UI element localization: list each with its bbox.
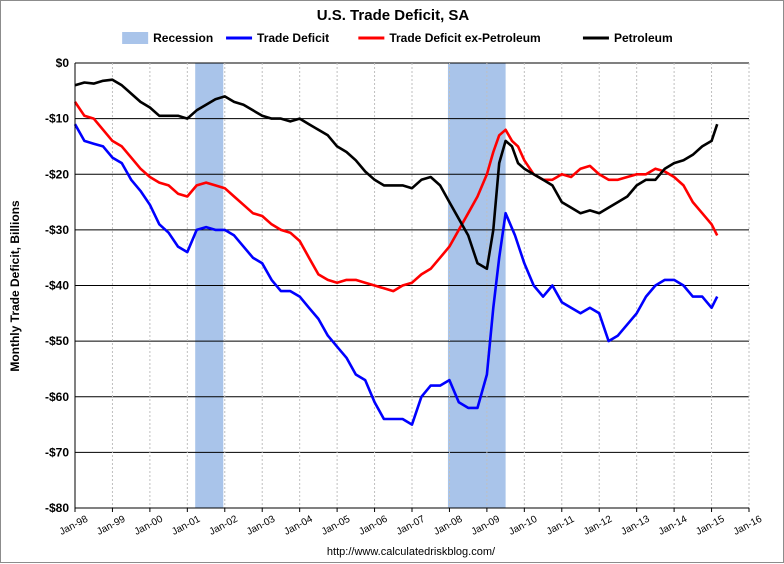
- chart-title: U.S. Trade Deficit, SA: [317, 7, 470, 24]
- x-tick-label: Jan-08: [432, 514, 465, 538]
- y-tick-label: -$70: [45, 445, 69, 459]
- x-tick-label: Jan-03: [245, 514, 278, 538]
- y-tick-label: -$30: [45, 223, 69, 237]
- x-tick-label: Jan-07: [395, 514, 428, 538]
- chart-legend: Recession Trade Deficit Trade Deficit ex-P…: [122, 31, 673, 45]
- x-tick-label: Jan-99: [95, 514, 128, 538]
- y-tick-label: -$10: [45, 112, 69, 126]
- source-url: http://www.calculatedriskblog.com/: [327, 546, 496, 558]
- x-tick-label: Jan-11: [545, 514, 577, 538]
- x-tick-label: Jan-15: [694, 514, 727, 538]
- x-tick-label: Jan-09: [470, 514, 503, 538]
- y-tick-label: -$20: [45, 167, 69, 181]
- x-tick-label: Jan-14: [657, 514, 690, 538]
- x-tick-label: Jan-00: [133, 514, 166, 538]
- legend-label-petroleum: Petroleum: [614, 31, 673, 45]
- x-tick-label: Jan-13: [619, 514, 652, 538]
- y-tick-label: $0: [56, 56, 70, 70]
- x-tick-label: Jan-02: [208, 514, 241, 538]
- x-tick-label: Jan-04: [282, 514, 315, 538]
- x-tick-label: Jan-05: [320, 514, 353, 538]
- y-tick-label: -$40: [45, 279, 69, 293]
- y-tick-label: -$80: [45, 501, 69, 515]
- series-line-petroleum: [74, 78, 719, 271]
- series-lines: [73, 78, 719, 426]
- axes: $0 -$10 -$20 -$30 -$40 -$50 -$60 -$70 -$80Jan-98…: [45, 56, 764, 538]
- legend-label-recession: Recession: [153, 31, 213, 45]
- x-tick-label: Jan-10: [507, 514, 540, 538]
- x-tick-label: Jan-12: [582, 514, 615, 538]
- y-tick-label: -$60: [45, 390, 69, 404]
- series-line-trade-deficit: [73, 123, 719, 426]
- x-tick-label: Jan-98: [58, 514, 91, 538]
- series-line-trade-deficit-ex-petroleum: [73, 101, 719, 293]
- y-axis-label: Monthly Trade Deficit, Billions: [8, 200, 22, 372]
- legend-swatch-recession: [122, 32, 149, 44]
- legend-label-trade-deficit-ex-petroleum: Trade Deficit ex-Petroleum: [389, 31, 540, 45]
- x-tick-label: Jan-16: [732, 514, 765, 538]
- x-tick-label: Jan-01: [170, 514, 203, 538]
- x-tick-label: Jan-06: [357, 514, 390, 538]
- y-tick-label: -$50: [45, 334, 69, 348]
- legend-label-trade-deficit: Trade Deficit: [257, 31, 329, 45]
